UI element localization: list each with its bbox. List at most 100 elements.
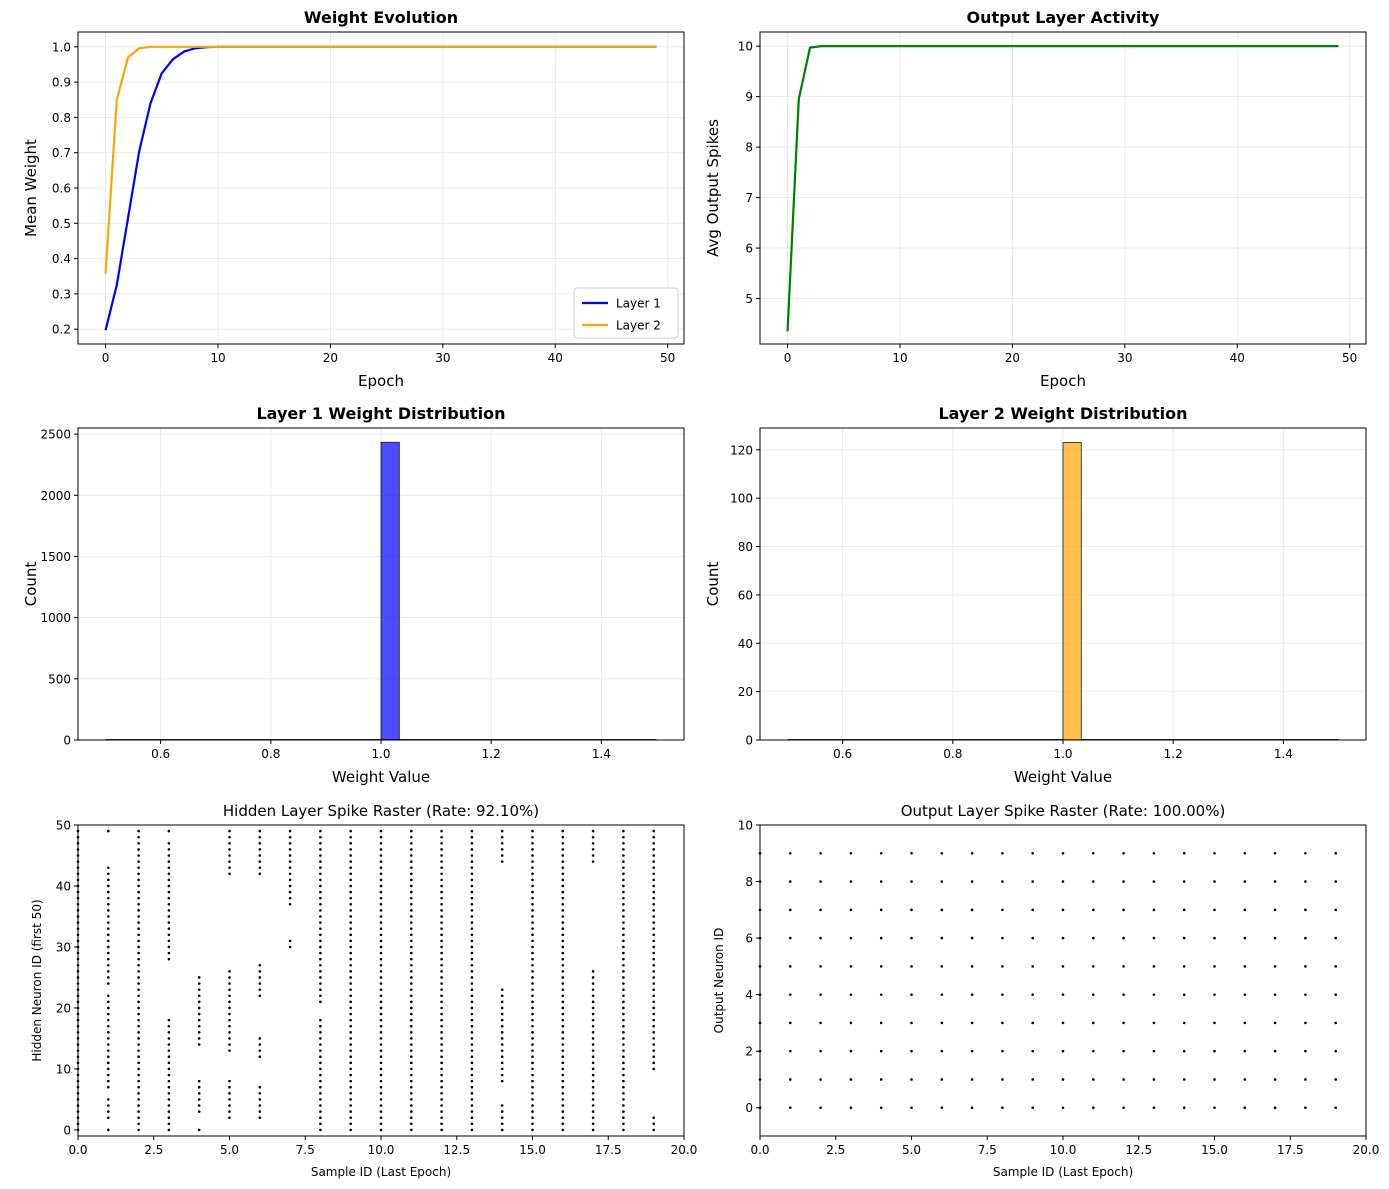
y-tick-label: 30 [56,940,71,954]
spike-dot [652,1031,655,1034]
spike-dot [470,1104,474,1107]
spike-dot [622,1037,625,1040]
spike-dot [1031,1078,1034,1081]
spike-dot [652,1122,655,1126]
y-axis-label: Hidden Neuron ID (first 50) [30,899,44,1061]
spike-dot [258,835,262,839]
spike-dot [228,1018,231,1022]
spike-dot [440,933,443,937]
spike-dot [940,936,944,940]
spike-dot [228,829,231,833]
spike-dot [379,1110,383,1113]
spike-dot [500,1116,504,1120]
x-tick-label: 5.0 [902,1143,921,1157]
spike-dot [470,970,474,973]
spike-dot [652,957,655,961]
spike-dot [228,1098,231,1101]
spike-dot [288,829,292,833]
spike-dot [910,965,913,968]
x-tick-label: 1.2 [482,747,501,761]
spike-dot [349,970,353,973]
spike-dot [167,1031,171,1034]
spike-dot [652,1055,655,1059]
spike-dot [440,1043,443,1046]
spike-dot [137,945,140,949]
y-tick-label: 10 [738,40,753,54]
spike-dot [1243,1078,1247,1081]
spike-dot [319,1092,322,1095]
spike-dot [849,1021,853,1025]
spike-dot [379,982,383,985]
spike-dot [107,872,110,876]
spike-dot [167,1037,171,1040]
spike-dot [137,909,140,912]
spike-dot [379,1104,383,1107]
spike-dot [440,1110,443,1113]
spike-dot [1001,965,1004,968]
spike-dot [652,866,655,869]
spike-dot [622,1128,625,1132]
spike-dot [440,1037,443,1040]
spike-dot [1273,908,1277,912]
spike-dot [561,1061,565,1065]
spike-dot [410,1073,413,1077]
spike-dot [197,1012,201,1016]
spike-dot [819,1049,822,1053]
spike-dot [622,945,625,949]
spike-dot [349,1049,353,1052]
spike-dot [1213,851,1216,855]
x-axis-label: Weight Value [1014,768,1112,786]
y-tick-label: 80 [738,540,753,554]
spike-dot [167,933,171,937]
spike-dot [1152,1106,1156,1110]
spike-dot [652,970,655,973]
spike-dot [197,1098,201,1101]
spike-dot [561,1049,565,1052]
spike-dot [622,1043,625,1046]
spike-dot [1061,1078,1065,1081]
y-tick-label: 20 [738,685,753,699]
x-tick-label: 50 [1342,351,1357,365]
spike-dot [652,1049,655,1052]
spike-dot [440,909,443,912]
spike-dot [591,1128,595,1132]
spike-dot [288,854,292,857]
spike-dot [622,939,625,943]
spike-dot [470,878,474,882]
spike-dot [1152,1021,1156,1025]
spike-dot [849,908,853,912]
spike-dot [622,835,625,839]
spike-dot [622,841,625,845]
spike-dot [622,902,625,906]
spike-dot [652,939,655,943]
spike-dot [531,994,534,998]
spike-dot [789,1049,792,1053]
x-tick-label: 0.8 [943,747,962,761]
spike-dot [410,902,413,906]
spike-dot [137,933,140,937]
spike-dot [470,884,474,888]
spike-dot [379,884,383,888]
spike-dot [500,860,504,863]
spike-dot [531,957,534,961]
y-tick-label: 5 [745,292,753,306]
chart-title: Weight Evolution [304,8,458,27]
spike-dot [561,1073,565,1077]
spike-dot [622,970,625,973]
spike-dot [531,890,534,894]
spike-dot [167,1085,171,1089]
spike-dot [622,1031,625,1034]
spike-dot [561,1024,565,1028]
spike-dot [228,1012,231,1016]
spike-dot [591,1043,595,1046]
spike-dot [137,1085,140,1089]
spike-dot [440,829,443,833]
x-tick-label: 2.5 [144,1143,163,1157]
y-axis-label: Count [22,562,40,607]
spike-dot [1334,880,1337,883]
spike-dot [379,872,383,876]
spike-dot [137,1061,140,1065]
spike-dot [591,841,595,845]
spike-dot [622,909,625,912]
spike-dot [379,939,383,943]
